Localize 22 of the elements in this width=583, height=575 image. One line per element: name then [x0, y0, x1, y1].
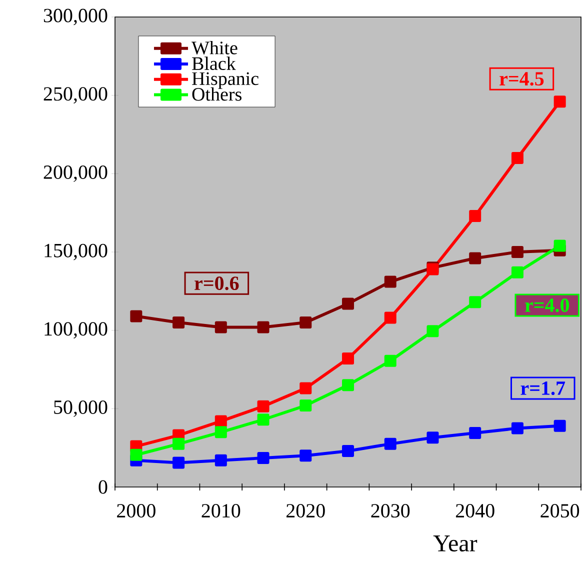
annotation: r=4.0: [525, 298, 569, 312]
annotation: r=1.7: [520, 382, 566, 396]
x-tick-label: 2000: [117, 504, 156, 518]
x-tick-label: 2020: [286, 504, 325, 518]
x-tick-label: 2010: [202, 504, 240, 518]
y-tick-label: 150,000: [44, 244, 108, 260]
annotation: r=4.5: [500, 72, 544, 86]
x-tick-label: 2030: [371, 504, 410, 518]
legend-label: Black: [192, 56, 236, 70]
y-tick-label: 300,000: [44, 8, 108, 26]
y-tick-label: 200,000: [44, 165, 108, 182]
x-axis-title: Year: [433, 536, 478, 552]
annotation: r=0.6: [194, 276, 239, 290]
x-tick-label: 2040: [456, 504, 494, 518]
y-tick-label: 250,000: [44, 87, 108, 104]
legend-label: Hispanic: [192, 72, 258, 89]
x-tick-label: 2050: [540, 504, 580, 518]
y-tick-label: 0: [98, 480, 108, 494]
legend-label: White: [192, 40, 238, 54]
y-tick-label: 100,000: [44, 322, 108, 339]
legend-label: Others: [192, 87, 242, 101]
y-tick-label: 50,000: [54, 400, 108, 417]
